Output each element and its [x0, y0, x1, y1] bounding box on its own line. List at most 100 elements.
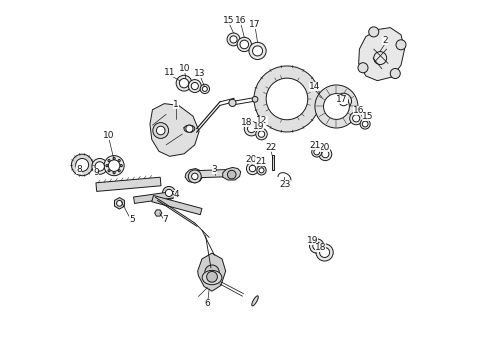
Circle shape — [229, 99, 236, 107]
Text: 16: 16 — [235, 16, 246, 25]
Circle shape — [257, 166, 266, 175]
Circle shape — [259, 168, 264, 173]
Circle shape — [254, 66, 320, 132]
Text: 17: 17 — [336, 95, 347, 104]
Circle shape — [390, 68, 400, 78]
Text: 2: 2 — [382, 36, 388, 45]
Text: 18: 18 — [315, 243, 326, 252]
Polygon shape — [223, 167, 241, 180]
Circle shape — [245, 122, 259, 136]
Circle shape — [230, 36, 237, 43]
Text: 23: 23 — [279, 180, 291, 189]
Ellipse shape — [252, 296, 258, 306]
Text: 21: 21 — [255, 157, 267, 166]
Circle shape — [310, 239, 324, 253]
Text: 15: 15 — [223, 16, 235, 25]
Circle shape — [113, 157, 115, 159]
Circle shape — [163, 186, 175, 199]
Text: 19: 19 — [252, 122, 264, 131]
Circle shape — [207, 271, 218, 282]
Circle shape — [202, 86, 207, 91]
Circle shape — [108, 159, 110, 162]
Polygon shape — [150, 104, 199, 156]
Circle shape — [156, 126, 165, 135]
Circle shape — [279, 91, 295, 107]
Ellipse shape — [202, 270, 222, 285]
Polygon shape — [155, 210, 162, 216]
Circle shape — [176, 75, 192, 91]
Circle shape — [179, 78, 189, 88]
Polygon shape — [197, 169, 234, 178]
Text: 16: 16 — [353, 105, 365, 114]
Text: 15: 15 — [362, 112, 374, 121]
Circle shape — [92, 158, 108, 174]
Text: 10: 10 — [103, 131, 115, 140]
Circle shape — [334, 104, 339, 109]
Circle shape — [252, 96, 258, 102]
Polygon shape — [96, 177, 161, 192]
Circle shape — [188, 170, 201, 183]
Circle shape — [247, 125, 255, 133]
Polygon shape — [134, 191, 177, 203]
Text: 7: 7 — [163, 215, 168, 224]
Circle shape — [313, 242, 320, 250]
Circle shape — [315, 85, 358, 128]
Circle shape — [330, 100, 343, 113]
Text: 10: 10 — [179, 64, 191, 73]
Circle shape — [350, 112, 363, 125]
Text: 8: 8 — [76, 165, 82, 174]
Polygon shape — [359, 28, 405, 81]
Circle shape — [258, 131, 265, 137]
Text: 9: 9 — [93, 168, 99, 177]
Circle shape — [95, 162, 104, 171]
Circle shape — [336, 93, 351, 109]
Text: 3: 3 — [212, 165, 218, 174]
Circle shape — [118, 159, 120, 162]
Circle shape — [246, 162, 259, 175]
Text: 21: 21 — [309, 141, 320, 150]
Circle shape — [240, 40, 248, 49]
Circle shape — [283, 95, 291, 103]
Text: 4: 4 — [174, 190, 180, 199]
Circle shape — [266, 78, 308, 120]
Text: 20: 20 — [318, 143, 330, 152]
Text: 12: 12 — [256, 116, 268, 125]
Text: 5: 5 — [129, 215, 135, 224]
Circle shape — [312, 147, 322, 157]
Circle shape — [323, 94, 349, 120]
Circle shape — [339, 96, 348, 106]
Circle shape — [319, 247, 330, 257]
Circle shape — [118, 170, 120, 172]
Text: 17: 17 — [249, 19, 261, 28]
Circle shape — [227, 33, 240, 46]
Circle shape — [256, 129, 267, 140]
Bar — [271, 155, 274, 170]
Circle shape — [190, 172, 197, 179]
Circle shape — [353, 115, 360, 122]
Circle shape — [360, 119, 370, 129]
Ellipse shape — [184, 125, 195, 132]
Circle shape — [72, 154, 93, 176]
Circle shape — [200, 84, 210, 94]
Circle shape — [186, 125, 193, 132]
Circle shape — [191, 82, 198, 90]
Text: 1: 1 — [173, 100, 179, 109]
Circle shape — [322, 150, 329, 158]
Circle shape — [252, 46, 263, 56]
Circle shape — [188, 80, 201, 93]
Circle shape — [205, 265, 219, 279]
Circle shape — [76, 158, 89, 171]
Text: 18: 18 — [241, 118, 252, 127]
Circle shape — [106, 165, 108, 167]
Circle shape — [237, 37, 251, 51]
Polygon shape — [185, 168, 203, 183]
Circle shape — [249, 42, 266, 59]
Circle shape — [108, 160, 120, 171]
Circle shape — [249, 165, 256, 172]
Text: 22: 22 — [265, 143, 276, 152]
Text: 20: 20 — [246, 155, 257, 164]
Text: 13: 13 — [195, 69, 206, 78]
Circle shape — [108, 170, 110, 172]
Circle shape — [153, 123, 169, 138]
Circle shape — [166, 189, 172, 197]
